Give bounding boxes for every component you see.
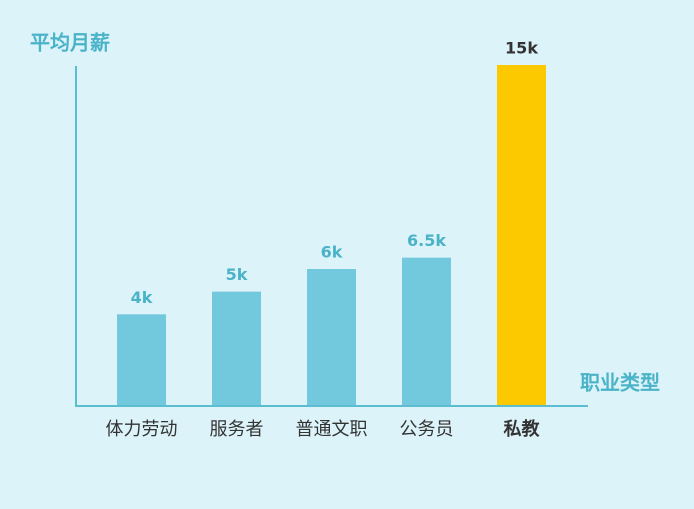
x-tick-label: 普通文职 xyxy=(296,419,368,440)
value-label: 4k xyxy=(131,288,153,307)
y-axis-title: 平均月薪 xyxy=(30,31,110,55)
value-label: 5k xyxy=(226,265,248,284)
x-tick-label: 体力劳动 xyxy=(106,419,178,440)
bar xyxy=(212,291,261,405)
bar xyxy=(402,257,451,405)
value-label: 6k xyxy=(321,243,343,262)
value-label: 6.5k xyxy=(407,231,446,250)
bar xyxy=(497,65,546,405)
x-tick-label: 服务者 xyxy=(210,419,264,440)
bar xyxy=(307,269,356,405)
value-label: 15k xyxy=(505,39,538,58)
x-tick-label: 私教 xyxy=(504,418,541,440)
bar xyxy=(117,314,166,405)
x-axis-title: 职业类型 xyxy=(580,371,660,395)
x-tick-label: 公务员 xyxy=(400,419,454,440)
